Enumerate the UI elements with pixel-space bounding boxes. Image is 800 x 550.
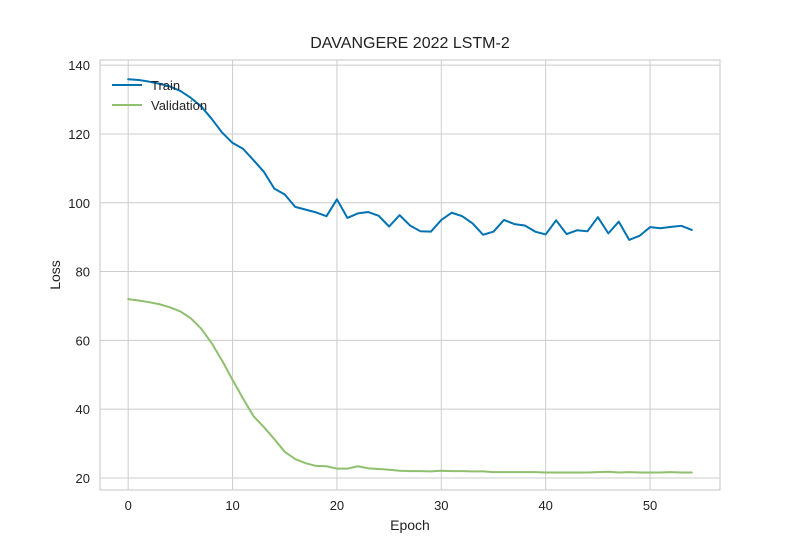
legend-label-validation: Validation bbox=[151, 98, 207, 113]
y-tick-label: 40 bbox=[76, 402, 90, 417]
x-tick-label: 40 bbox=[538, 498, 552, 513]
chart-title: DAVANGERE 2022 LSTM-2 bbox=[310, 35, 510, 52]
grid bbox=[100, 60, 720, 490]
legend: Train Validation bbox=[112, 78, 207, 113]
y-tick-label: 60 bbox=[76, 333, 90, 348]
legend-label-train: Train bbox=[151, 78, 180, 93]
y-tick-label: 100 bbox=[68, 196, 90, 211]
series-lines bbox=[127, 78, 693, 474]
x-tick-label: 10 bbox=[225, 498, 239, 513]
y-tick-label: 120 bbox=[68, 127, 90, 142]
series-line-validation bbox=[127, 298, 693, 474]
x-tick-label: 50 bbox=[643, 498, 657, 513]
x-tick-label: 0 bbox=[125, 498, 132, 513]
tick-labels: 0 10 20 30 40 50 20 40 60 80 100 120 140 bbox=[68, 58, 657, 513]
y-tick-label: 80 bbox=[76, 265, 90, 280]
y-tick-label: 140 bbox=[68, 58, 90, 73]
x-tick-label: 30 bbox=[434, 498, 448, 513]
plot-frame bbox=[99, 59, 721, 491]
y-axis-label: Loss bbox=[47, 260, 63, 290]
x-tick-label: 20 bbox=[330, 498, 344, 513]
x-axis-label: Epoch bbox=[390, 517, 430, 533]
series-line-train bbox=[127, 78, 693, 241]
y-tick-label: 20 bbox=[76, 471, 90, 486]
